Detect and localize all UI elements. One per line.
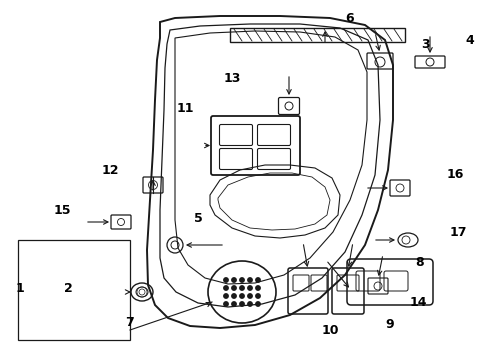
Circle shape xyxy=(239,294,244,298)
Circle shape xyxy=(255,278,260,282)
Bar xyxy=(18,240,130,340)
Text: 6: 6 xyxy=(345,12,354,24)
Text: 11: 11 xyxy=(176,102,193,114)
Text: 16: 16 xyxy=(446,168,463,181)
Circle shape xyxy=(255,294,260,298)
Circle shape xyxy=(247,286,252,290)
Circle shape xyxy=(224,294,228,298)
Circle shape xyxy=(224,286,228,290)
Circle shape xyxy=(231,278,236,282)
Text: 17: 17 xyxy=(448,225,466,238)
Text: 10: 10 xyxy=(321,324,338,337)
Text: 9: 9 xyxy=(385,319,393,332)
Text: 12: 12 xyxy=(101,163,119,176)
Circle shape xyxy=(239,286,244,290)
Text: 2: 2 xyxy=(63,282,72,294)
Circle shape xyxy=(231,294,236,298)
Circle shape xyxy=(247,278,252,282)
Bar xyxy=(229,28,404,42)
Text: 7: 7 xyxy=(125,315,134,328)
Text: 3: 3 xyxy=(420,37,428,50)
Text: 4: 4 xyxy=(465,33,473,46)
Circle shape xyxy=(224,302,228,306)
Text: 13: 13 xyxy=(223,72,240,85)
Circle shape xyxy=(255,286,260,290)
Circle shape xyxy=(239,302,244,306)
Circle shape xyxy=(247,294,252,298)
Text: 1: 1 xyxy=(16,282,24,294)
Text: 15: 15 xyxy=(53,203,71,216)
Text: 14: 14 xyxy=(408,296,426,309)
Text: 5: 5 xyxy=(193,211,202,225)
Circle shape xyxy=(224,278,228,282)
Circle shape xyxy=(231,302,236,306)
Circle shape xyxy=(239,278,244,282)
Text: 8: 8 xyxy=(415,256,424,269)
Circle shape xyxy=(255,302,260,306)
Circle shape xyxy=(247,302,252,306)
Circle shape xyxy=(231,286,236,290)
